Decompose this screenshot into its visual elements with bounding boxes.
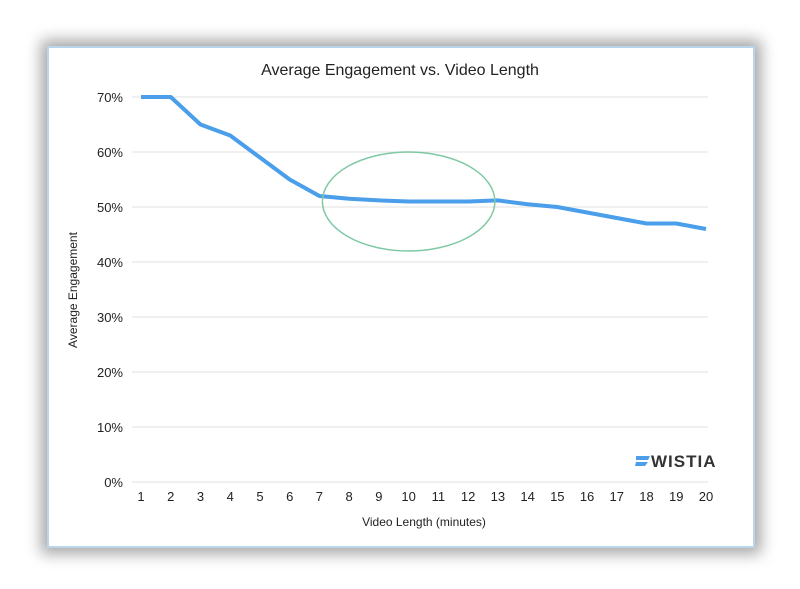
y-tick-label: 10%	[97, 420, 123, 435]
x-tick-label: 8	[346, 489, 353, 504]
wistia-logo-text: WISTIA	[651, 452, 717, 471]
x-tick-label: 9	[375, 489, 382, 504]
y-axis-label: Average Engagement	[66, 231, 80, 348]
y-tick-label: 70%	[97, 90, 123, 105]
x-tick-label: 14	[520, 489, 534, 504]
y-tick-label: 60%	[97, 145, 123, 160]
y-tick-label: 50%	[97, 200, 123, 215]
x-tick-label: 10	[401, 489, 415, 504]
y-tick-label: 30%	[97, 310, 123, 325]
x-tick-label: 15	[550, 489, 564, 504]
y-tick-label: 20%	[97, 365, 123, 380]
x-tick-label: 17	[610, 489, 624, 504]
wistia-logo-icon	[635, 456, 650, 466]
x-tick-label: 4	[227, 489, 234, 504]
highlight-ellipse	[321, 151, 496, 252]
x-tick-label: 1	[137, 489, 144, 504]
x-tick-label: 19	[669, 489, 683, 504]
x-tick-label: 16	[580, 489, 594, 504]
x-tick-label: 18	[639, 489, 653, 504]
y-tick-label: 40%	[97, 255, 123, 270]
x-tick-label: 6	[286, 489, 293, 504]
x-tick-label: 3	[197, 489, 204, 504]
x-tick-label: 20	[699, 489, 713, 504]
x-tick-label: 7	[316, 489, 323, 504]
chart-title: Average Engagement vs. Video Length	[261, 62, 539, 79]
wistia-logo: WISTIA	[635, 452, 717, 471]
x-tick-label: 13	[491, 489, 505, 504]
x-tick-label: 2	[167, 489, 174, 504]
series-line	[141, 95, 707, 231]
x-tick-label: 11	[432, 489, 446, 504]
y-tick-label: 0%	[104, 475, 123, 490]
x-tick-label: 12	[461, 489, 475, 504]
x-axis-label: Video Length (minutes)	[362, 515, 486, 529]
x-tick-label: 5	[256, 489, 263, 504]
